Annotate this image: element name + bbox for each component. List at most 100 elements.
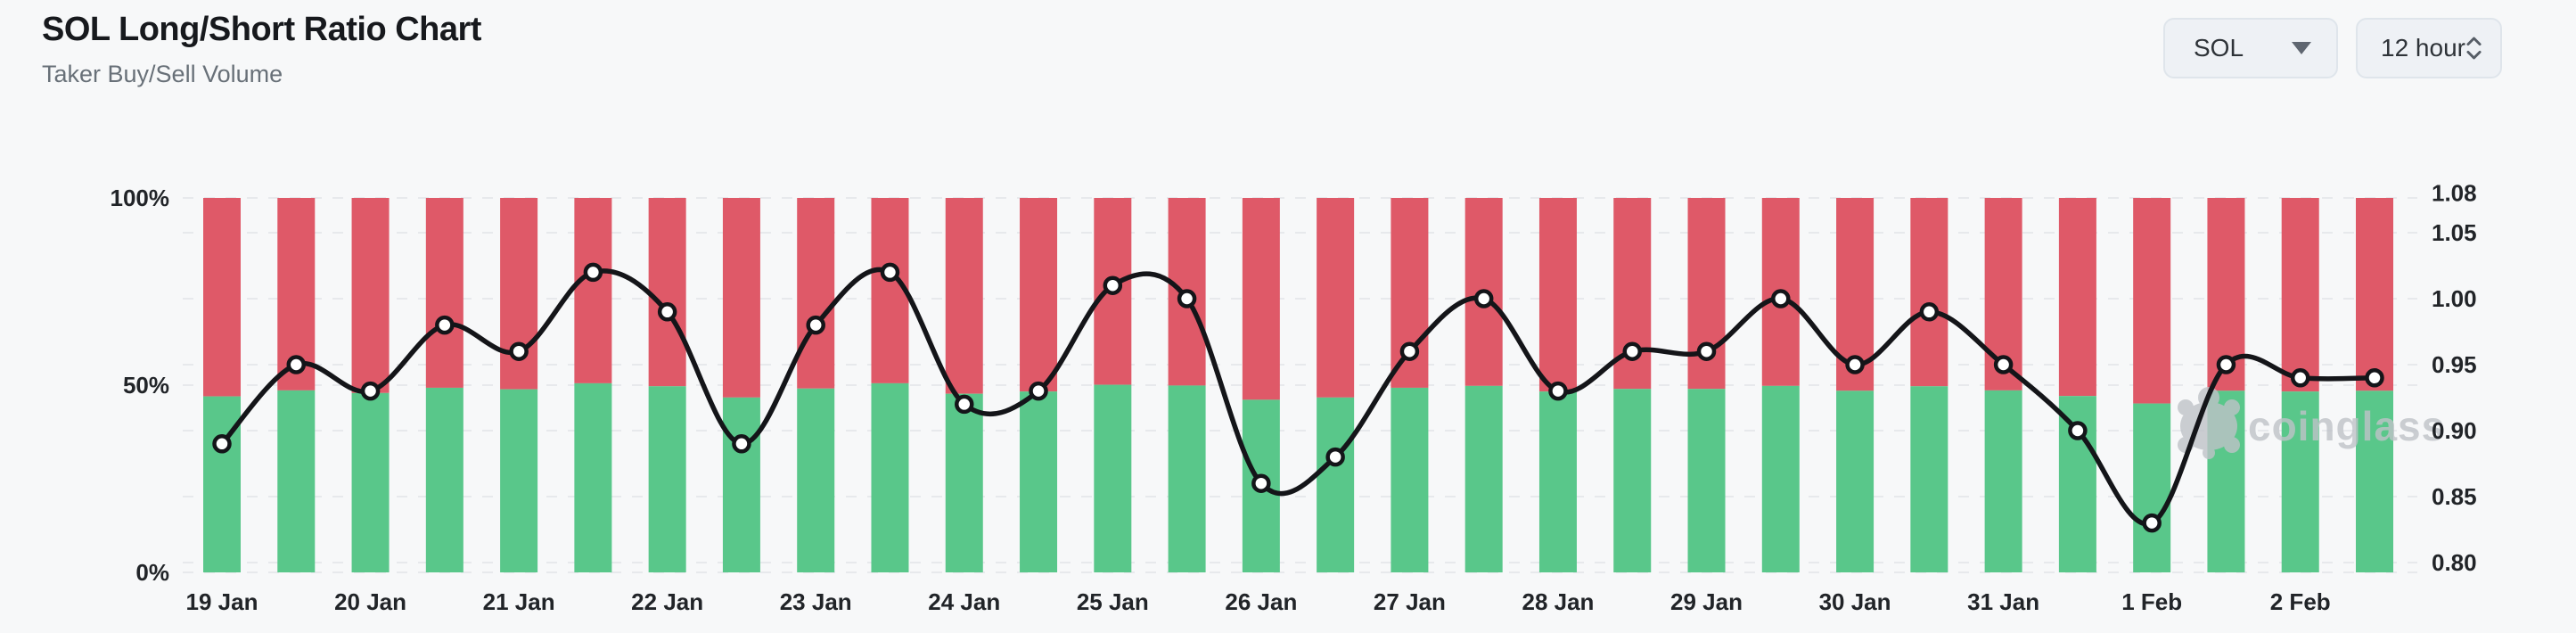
bar-segment-buy[interactable] <box>1317 397 1355 572</box>
bar-segment-sell[interactable] <box>2058 198 2096 397</box>
bar-segment-sell[interactable] <box>203 198 241 397</box>
bar-segment-buy[interactable] <box>1464 385 1503 572</box>
bar-segment-buy[interactable] <box>2133 403 2171 572</box>
ratio-point[interactable] <box>1177 289 1197 308</box>
bar-segment-sell[interactable] <box>722 198 760 398</box>
bar-segment-buy[interactable] <box>1836 390 1875 572</box>
bar-segment-buy[interactable] <box>500 389 538 572</box>
bar-segment-buy[interactable] <box>351 392 390 572</box>
ratio-point[interactable] <box>732 434 751 454</box>
bar-segment-buy[interactable] <box>1761 385 1800 572</box>
bar-segment-sell[interactable] <box>2133 198 2171 404</box>
bar-segment-sell[interactable] <box>648 198 686 387</box>
page-subtitle: Taker Buy/Sell Volume <box>42 60 283 87</box>
ratio-point[interactable] <box>1845 355 1865 374</box>
bar-segment-sell[interactable] <box>574 198 612 383</box>
ratio-point[interactable] <box>657 302 677 322</box>
bar-segment-sell[interactable] <box>2281 198 2319 392</box>
bar-segment-sell[interactable] <box>945 198 983 394</box>
ratio-point[interactable] <box>360 381 381 401</box>
bar-segment-buy[interactable] <box>1094 384 1132 572</box>
bar-segment-sell[interactable] <box>1538 198 1577 392</box>
symbol-select-value: SOL <box>2194 34 2244 62</box>
left-axis-tick-label: 50% <box>123 372 169 399</box>
ratio-point[interactable] <box>435 315 455 335</box>
ratio-point[interactable] <box>955 394 974 415</box>
bar-segment-buy[interactable] <box>1687 389 1726 572</box>
ratio-point[interactable] <box>1919 302 1940 322</box>
bar-segment-sell[interactable] <box>425 198 464 388</box>
ratio-point[interactable] <box>1251 473 1271 493</box>
ratio-point[interactable] <box>1399 341 1420 361</box>
x-axis-date-label: 30 Jan <box>1819 588 1891 615</box>
ratio-point[interactable] <box>509 341 529 361</box>
bar-segment-sell[interactable] <box>871 198 909 383</box>
chart-header: SOL Long/Short Ratio Chart Taker Buy/Sel… <box>42 11 481 88</box>
ratio-point[interactable] <box>1473 289 1494 308</box>
symbol-select[interactable]: SOL <box>2163 18 2338 78</box>
ratio-point[interactable] <box>1696 341 1717 361</box>
x-axis-date-label: 25 Jan <box>1077 588 1149 615</box>
x-axis-date-label: 27 Jan <box>1374 588 1446 615</box>
bar-segment-buy[interactable] <box>2281 391 2319 572</box>
ratio-line <box>219 267 2377 527</box>
bar-segment-buy[interactable] <box>1168 385 1206 572</box>
bar-segment-buy[interactable] <box>722 397 760 572</box>
coinglass-watermark-text: coinglass <box>2248 403 2445 449</box>
ratio-point[interactable] <box>583 262 603 283</box>
ratio-point[interactable] <box>1325 447 1345 467</box>
ratio-point[interactable] <box>1029 381 1048 401</box>
x-axis-date-label: 26 Jan <box>1225 588 1297 615</box>
bar-segment-buy[interactable] <box>1910 386 1948 572</box>
ratio-point[interactable] <box>2365 368 2384 388</box>
bar-segment-buy[interactable] <box>1984 390 2022 572</box>
bar-segment-buy[interactable] <box>945 393 983 572</box>
right-axis-tick-label: 1.00 <box>2432 285 2477 312</box>
interval-select[interactable]: 12 hour <box>2356 18 2502 78</box>
ratio-point[interactable] <box>2068 421 2088 440</box>
bar-segment-buy[interactable] <box>1020 391 1058 572</box>
bar-segment-sell[interactable] <box>1242 198 1280 400</box>
x-axis-date-label: 20 Jan <box>334 588 406 615</box>
bar-segment-buy[interactable] <box>203 396 241 572</box>
bar-segment-buy[interactable] <box>1613 389 1652 572</box>
ratio-point[interactable] <box>1771 289 1791 308</box>
bar-segment-buy[interactable] <box>871 382 909 572</box>
ratio-point[interactable] <box>2290 368 2310 388</box>
chevron-down-icon <box>2292 42 2311 54</box>
bar-segment-sell[interactable] <box>1020 198 1058 392</box>
bar-segment-buy[interactable] <box>1538 391 1577 572</box>
right-axis-tick-label: 0.90 <box>2432 417 2477 444</box>
x-axis-date-label: 24 Jan <box>928 588 1000 615</box>
ratio-point[interactable] <box>286 355 307 374</box>
bar-segment-buy[interactable] <box>277 390 316 572</box>
bar-segment-sell[interactable] <box>1910 198 1948 387</box>
ratio-point[interactable] <box>2142 513 2162 533</box>
bar-segment-buy[interactable] <box>2356 390 2393 572</box>
chart-controls: SOL 12 hour <box>2163 18 2502 78</box>
bar-segment-buy[interactable] <box>574 382 612 572</box>
coinglass-turtle-icon <box>2178 399 2194 415</box>
ratio-point[interactable] <box>2216 355 2236 374</box>
bar-segment-buy[interactable] <box>648 386 686 572</box>
x-axis-date-label: 21 Jan <box>483 588 555 615</box>
ratio-point[interactable] <box>1548 381 1568 401</box>
ratio-point[interactable] <box>1103 275 1123 295</box>
ratio-point[interactable] <box>212 434 232 454</box>
ratio-point[interactable] <box>880 262 900 283</box>
coinglass-turtle-icon <box>2224 399 2240 415</box>
bar-segment-sell[interactable] <box>797 198 835 389</box>
coinglass-turtle-icon <box>2203 447 2215 459</box>
left-axis-tick-label: 0% <box>135 559 169 586</box>
x-axis-date-label: 28 Jan <box>1522 588 1594 615</box>
bar-segment-sell[interactable] <box>1317 198 1355 398</box>
bar-segment-buy[interactable] <box>425 387 464 572</box>
bar-segment-sell[interactable] <box>2356 198 2393 391</box>
ratio-point[interactable] <box>806 315 825 335</box>
bar-segment-buy[interactable] <box>797 388 835 572</box>
x-axis-date-label: 23 Jan <box>780 588 852 615</box>
bar-segment-sell[interactable] <box>351 198 390 393</box>
bar-segment-buy[interactable] <box>1391 387 1429 572</box>
ratio-point[interactable] <box>1622 341 1642 361</box>
ratio-point[interactable] <box>1993 355 2014 374</box>
